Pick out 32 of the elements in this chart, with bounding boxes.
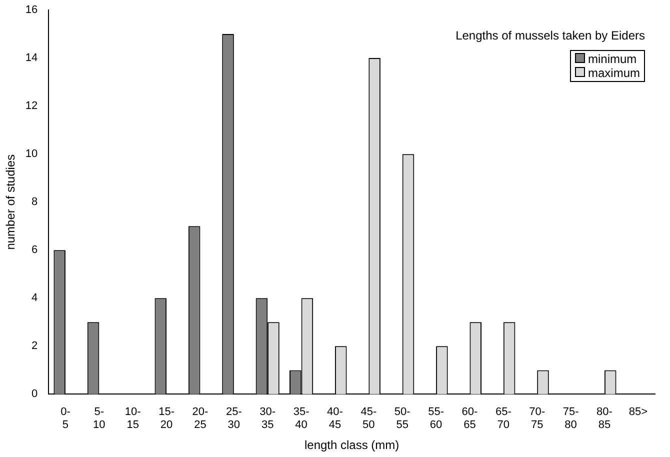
x-tick-label: 40-45 bbox=[327, 406, 344, 432]
x-tick-label: 50-55 bbox=[394, 406, 411, 432]
x-tick-label: 80-85 bbox=[596, 406, 613, 432]
x-tick-label: 30-35 bbox=[260, 406, 276, 432]
legend-label: minimum bbox=[586, 52, 638, 66]
x-tick-label: 15-20 bbox=[158, 406, 175, 432]
x-tick-label: 45-50 bbox=[360, 406, 377, 432]
legend-label: maximum bbox=[586, 66, 640, 80]
y-tick-label: 12 bbox=[25, 100, 38, 112]
x-tick-label: 0-5 bbox=[60, 406, 71, 432]
x-tick-label: 75-80 bbox=[562, 406, 580, 432]
x-tick-label: 70-75 bbox=[529, 406, 546, 432]
y-tick-label: 4 bbox=[32, 292, 38, 304]
x-tick-label: 10-15 bbox=[124, 406, 142, 432]
y-tick-label: 2 bbox=[32, 340, 38, 352]
y-tick-label: 14 bbox=[25, 52, 38, 64]
x-tick-label: 65-70 bbox=[495, 406, 512, 432]
x-tick-label: 35-40 bbox=[293, 406, 310, 432]
x-axis-title: length class (mm) bbox=[304, 438, 400, 452]
x-tick-label: 20-25 bbox=[192, 406, 209, 432]
x-tick-label: 55-60 bbox=[428, 406, 444, 432]
y-tick-label: 8 bbox=[32, 196, 38, 208]
x-tick-label: 5-10 bbox=[93, 406, 106, 432]
y-axis-title: number of studies bbox=[4, 154, 18, 250]
y-tick-label: 10 bbox=[25, 148, 38, 160]
y-tick-label: 16 bbox=[25, 4, 38, 16]
text: Lengths of mussels taken by Eiders bbox=[456, 28, 645, 42]
y-tick-label: 0 bbox=[32, 388, 38, 400]
y-tick-label: 6 bbox=[32, 244, 38, 256]
x-tick-label: 25-30 bbox=[226, 406, 242, 432]
x-tick-label: 85> bbox=[628, 406, 648, 418]
x-tick-label: 60-65 bbox=[462, 406, 478, 432]
